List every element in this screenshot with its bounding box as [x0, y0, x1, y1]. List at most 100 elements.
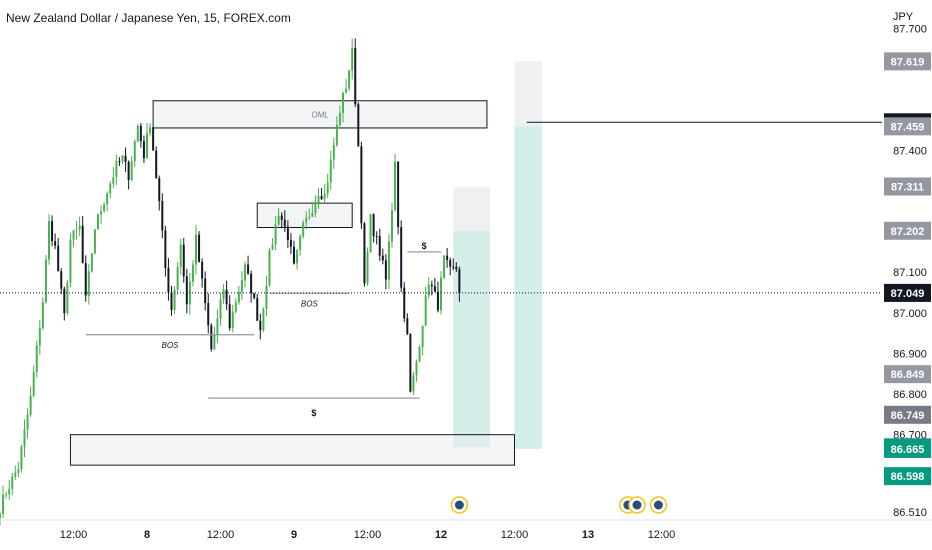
candle-body-126 — [384, 260, 387, 280]
candle-body-80 — [244, 264, 246, 281]
candle-body-60 — [182, 244, 185, 277]
candle-body-35 — [106, 193, 109, 205]
candle-body-74 — [225, 289, 228, 305]
candle-body-115 — [351, 48, 354, 71]
candle-body-78 — [237, 291, 240, 303]
candle-body-10 — [29, 395, 32, 415]
price-tag-bg-5 — [884, 283, 931, 302]
candle-body-51 — [155, 150, 158, 178]
candle-body-31 — [93, 229, 96, 254]
candle-body-108 — [329, 159, 332, 183]
price-tag-bg-10 — [884, 467, 931, 486]
y-tick-label-1: 87.400 — [893, 145, 927, 157]
candle-body-135 — [412, 375, 415, 392]
candle-body-120 — [366, 252, 369, 284]
price-tag-10: 86.598 — [884, 467, 931, 486]
event-icon-2[interactable] — [628, 496, 646, 514]
candle-body-37 — [112, 177, 115, 184]
x-tick-label-6: 12:00 — [501, 529, 529, 541]
level-label-0: BOS — [162, 341, 180, 350]
x-tick-label-2: 12:00 — [207, 529, 235, 541]
candle-body-73 — [222, 289, 225, 300]
candle-body-14 — [41, 302, 44, 329]
candle-body-28 — [84, 263, 87, 296]
candle-body-76 — [231, 311, 234, 329]
candle-body-44 — [133, 141, 136, 162]
candle-body-122 — [372, 214, 375, 237]
candle-body-36 — [109, 183, 112, 194]
candle-body-52 — [158, 177, 161, 202]
candle-body-112 — [342, 92, 344, 113]
candle-body-9 — [26, 414, 29, 430]
candle-body-77 — [234, 302, 237, 312]
candle-body-13 — [38, 328, 41, 346]
price-tag-bg-0 — [884, 52, 931, 71]
candle-body-47 — [142, 141, 145, 159]
candle-body-138 — [421, 325, 424, 347]
y-tick-label-2: 87.100 — [893, 267, 927, 279]
candle-body-118 — [360, 146, 363, 224]
candle-body-5 — [14, 472, 17, 477]
candle-body-65 — [198, 234, 201, 262]
x-tick-label-0: 12:00 — [60, 529, 88, 541]
currency-label: JPY — [893, 11, 914, 23]
candle-body-70 — [213, 335, 216, 350]
candle-body-100 — [305, 217, 308, 223]
price-tag-9: 86.665 — [884, 439, 931, 458]
candle-body-125 — [381, 255, 384, 261]
candle-body-127 — [387, 241, 390, 280]
candle-body-141 — [430, 284, 433, 287]
y-tick-label-3: 87.000 — [893, 308, 927, 320]
candle-body-116 — [354, 48, 357, 105]
price-tag-bg-4 — [884, 221, 931, 240]
candle-body-75 — [228, 304, 231, 329]
candle-body-21 — [63, 288, 66, 314]
candle-body-123 — [375, 236, 378, 238]
candle-body-24 — [72, 230, 75, 240]
candle-body-109 — [332, 145, 335, 160]
x-tick-label-8: 12:00 — [648, 529, 676, 541]
price-tag-label-10: 86.598 — [891, 471, 925, 483]
candle-body-102 — [311, 213, 314, 217]
event-icon-0[interactable] — [450, 496, 469, 514]
price-tag-label-6: 86.849 — [891, 369, 925, 381]
x-tick-label-5: 12 — [435, 529, 447, 541]
candle-body-3 — [8, 488, 11, 495]
candle-body-39 — [118, 161, 121, 163]
price-tag-3: 87.311 — [884, 177, 931, 196]
zone-box-2 — [69, 434, 515, 466]
candle-body-33 — [100, 211, 103, 215]
position-target-zone-1 — [514, 126, 543, 449]
candle-body-68 — [207, 303, 210, 326]
price-tag-2: 87.459 — [884, 117, 931, 136]
candle-body-72 — [219, 299, 222, 319]
candle-body-53 — [161, 201, 164, 231]
candle-body-16 — [48, 221, 50, 260]
candle-body-131 — [400, 226, 403, 288]
candle-body-124 — [378, 236, 381, 256]
candle-body-129 — [394, 161, 397, 211]
candle-body-66 — [201, 261, 204, 279]
candle-body-6 — [17, 469, 20, 473]
x-tick-label-3: 9 — [291, 529, 297, 541]
zone-box-1 — [256, 202, 353, 228]
candle-body-117 — [357, 104, 360, 147]
candle-body-140 — [427, 284, 430, 296]
candle-body-42 — [127, 161, 130, 181]
position-stop-zone-1 — [514, 61, 543, 127]
position-stop-zone-0 — [453, 186, 490, 231]
candle-body-119 — [363, 223, 366, 284]
price-tag-label-3: 87.311 — [891, 181, 924, 193]
candle-body-34 — [103, 204, 106, 212]
candle-body-0 — [0, 513, 1, 518]
candle-body-32 — [97, 214, 99, 230]
event-icon-3[interactable] — [649, 496, 668, 514]
candle-body-85 — [259, 320, 262, 331]
y-tick-label-4: 86.900 — [893, 348, 927, 360]
candle-body-23 — [69, 239, 72, 283]
candle-body-22 — [66, 282, 69, 314]
candle-body-98 — [299, 236, 302, 250]
zones: OML — [69, 100, 515, 466]
